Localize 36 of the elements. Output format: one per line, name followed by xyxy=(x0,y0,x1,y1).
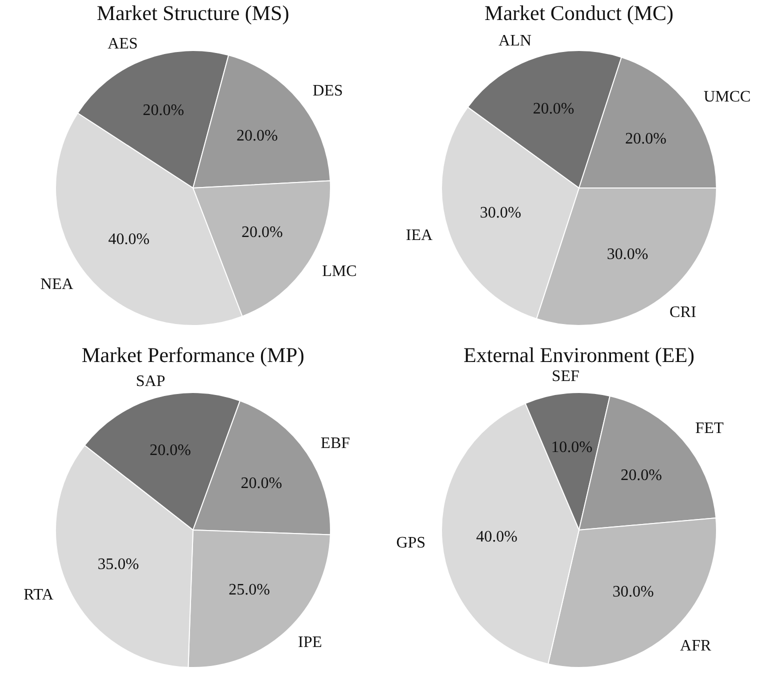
slice-label: NEA xyxy=(40,276,74,294)
slice-label: CRI xyxy=(670,304,696,321)
data-label: 20.0% xyxy=(532,100,574,118)
data-label: 40.0% xyxy=(476,528,518,546)
data-label: 20.0% xyxy=(236,127,278,144)
data-label: 20.0% xyxy=(150,442,191,459)
slice-label: AFR xyxy=(680,637,712,654)
data-label: 20.0% xyxy=(625,130,666,148)
data-label: 40.0% xyxy=(108,231,150,248)
slice-label: IEA xyxy=(406,226,433,244)
data-label: 20.0% xyxy=(240,475,282,492)
slice-label: SEF xyxy=(552,368,580,385)
slice-label: IPE xyxy=(298,634,322,651)
slice-label: UMCC xyxy=(704,88,751,106)
slice-label: SAP xyxy=(136,373,166,390)
data-label: 10.0% xyxy=(551,439,592,456)
slice-label: GPS xyxy=(396,534,426,552)
data-label: 30.0% xyxy=(606,246,648,263)
data-label: 30.0% xyxy=(480,204,522,222)
slice-label: ALN xyxy=(498,32,532,50)
chart-title: External Environment (EE) xyxy=(464,343,694,368)
slice-label: FET xyxy=(695,420,724,438)
chart-title: Market Performance (MP) xyxy=(82,343,304,368)
data-label: 35.0% xyxy=(98,556,139,574)
chart-title: Market Structure (MS) xyxy=(96,1,290,26)
data-label: 20.0% xyxy=(620,467,662,484)
data-label: 20.0% xyxy=(242,224,283,242)
data-label: 30.0% xyxy=(612,583,654,600)
slice-label: RTA xyxy=(24,586,54,604)
data-label: 20.0% xyxy=(142,102,184,120)
data-label: 25.0% xyxy=(228,582,270,599)
slice-label: EBF xyxy=(320,435,350,452)
chart-title: Market Conduct (MC) xyxy=(484,1,674,26)
slice-label: AES xyxy=(108,35,138,52)
slice-label: DES xyxy=(312,82,343,100)
slice-label: LMC xyxy=(322,263,357,280)
